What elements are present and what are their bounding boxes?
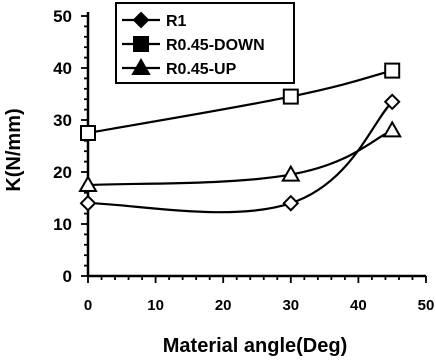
y-tick-label: 30 [53, 111, 72, 130]
x-tick-label: 40 [350, 297, 367, 314]
x-tick-label: 10 [147, 297, 164, 314]
series-line [87, 129, 393, 187]
x-tick-label: 30 [282, 297, 299, 314]
data-point [79, 194, 97, 212]
series-markers [78, 62, 402, 212]
y-tick-label: 20 [53, 163, 72, 182]
data-point [282, 194, 300, 212]
legend-marker [131, 57, 151, 75]
data-point [281, 164, 301, 182]
data-point [80, 125, 96, 141]
y-tick-label: 10 [53, 215, 72, 234]
data-point [382, 120, 402, 138]
x-tick-label: 50 [418, 297, 435, 314]
data-point [384, 62, 401, 79]
y-tick-label: 40 [53, 59, 72, 78]
x-axis-title: Material angle(Deg) [163, 335, 347, 357]
legend-label: R1 [166, 13, 187, 30]
y-tick-label: 50 [53, 7, 72, 26]
data-point [78, 174, 98, 192]
x-tick-label: 20 [215, 297, 232, 314]
legend-marker [133, 36, 149, 52]
x-tick-label: 0 [84, 297, 92, 314]
y-tick-label: 0 [63, 267, 72, 286]
axes [86, 12, 426, 278]
y-axis-title: K(N/mm) [3, 108, 25, 191]
series-line [87, 69, 393, 135]
legend-marker [132, 11, 150, 29]
ticks: 0 10 20 30 40 50 0 10 20 30 40 50 [53, 7, 434, 314]
legend: R1 R0.45-DOWN R0.45-UP [115, 2, 295, 84]
legend-label: R0.45-DOWN [166, 37, 265, 54]
series-lines [87, 69, 393, 214]
data-point [282, 88, 299, 105]
data-point [383, 93, 401, 111]
legend-label: R0.45-UP [166, 61, 237, 78]
